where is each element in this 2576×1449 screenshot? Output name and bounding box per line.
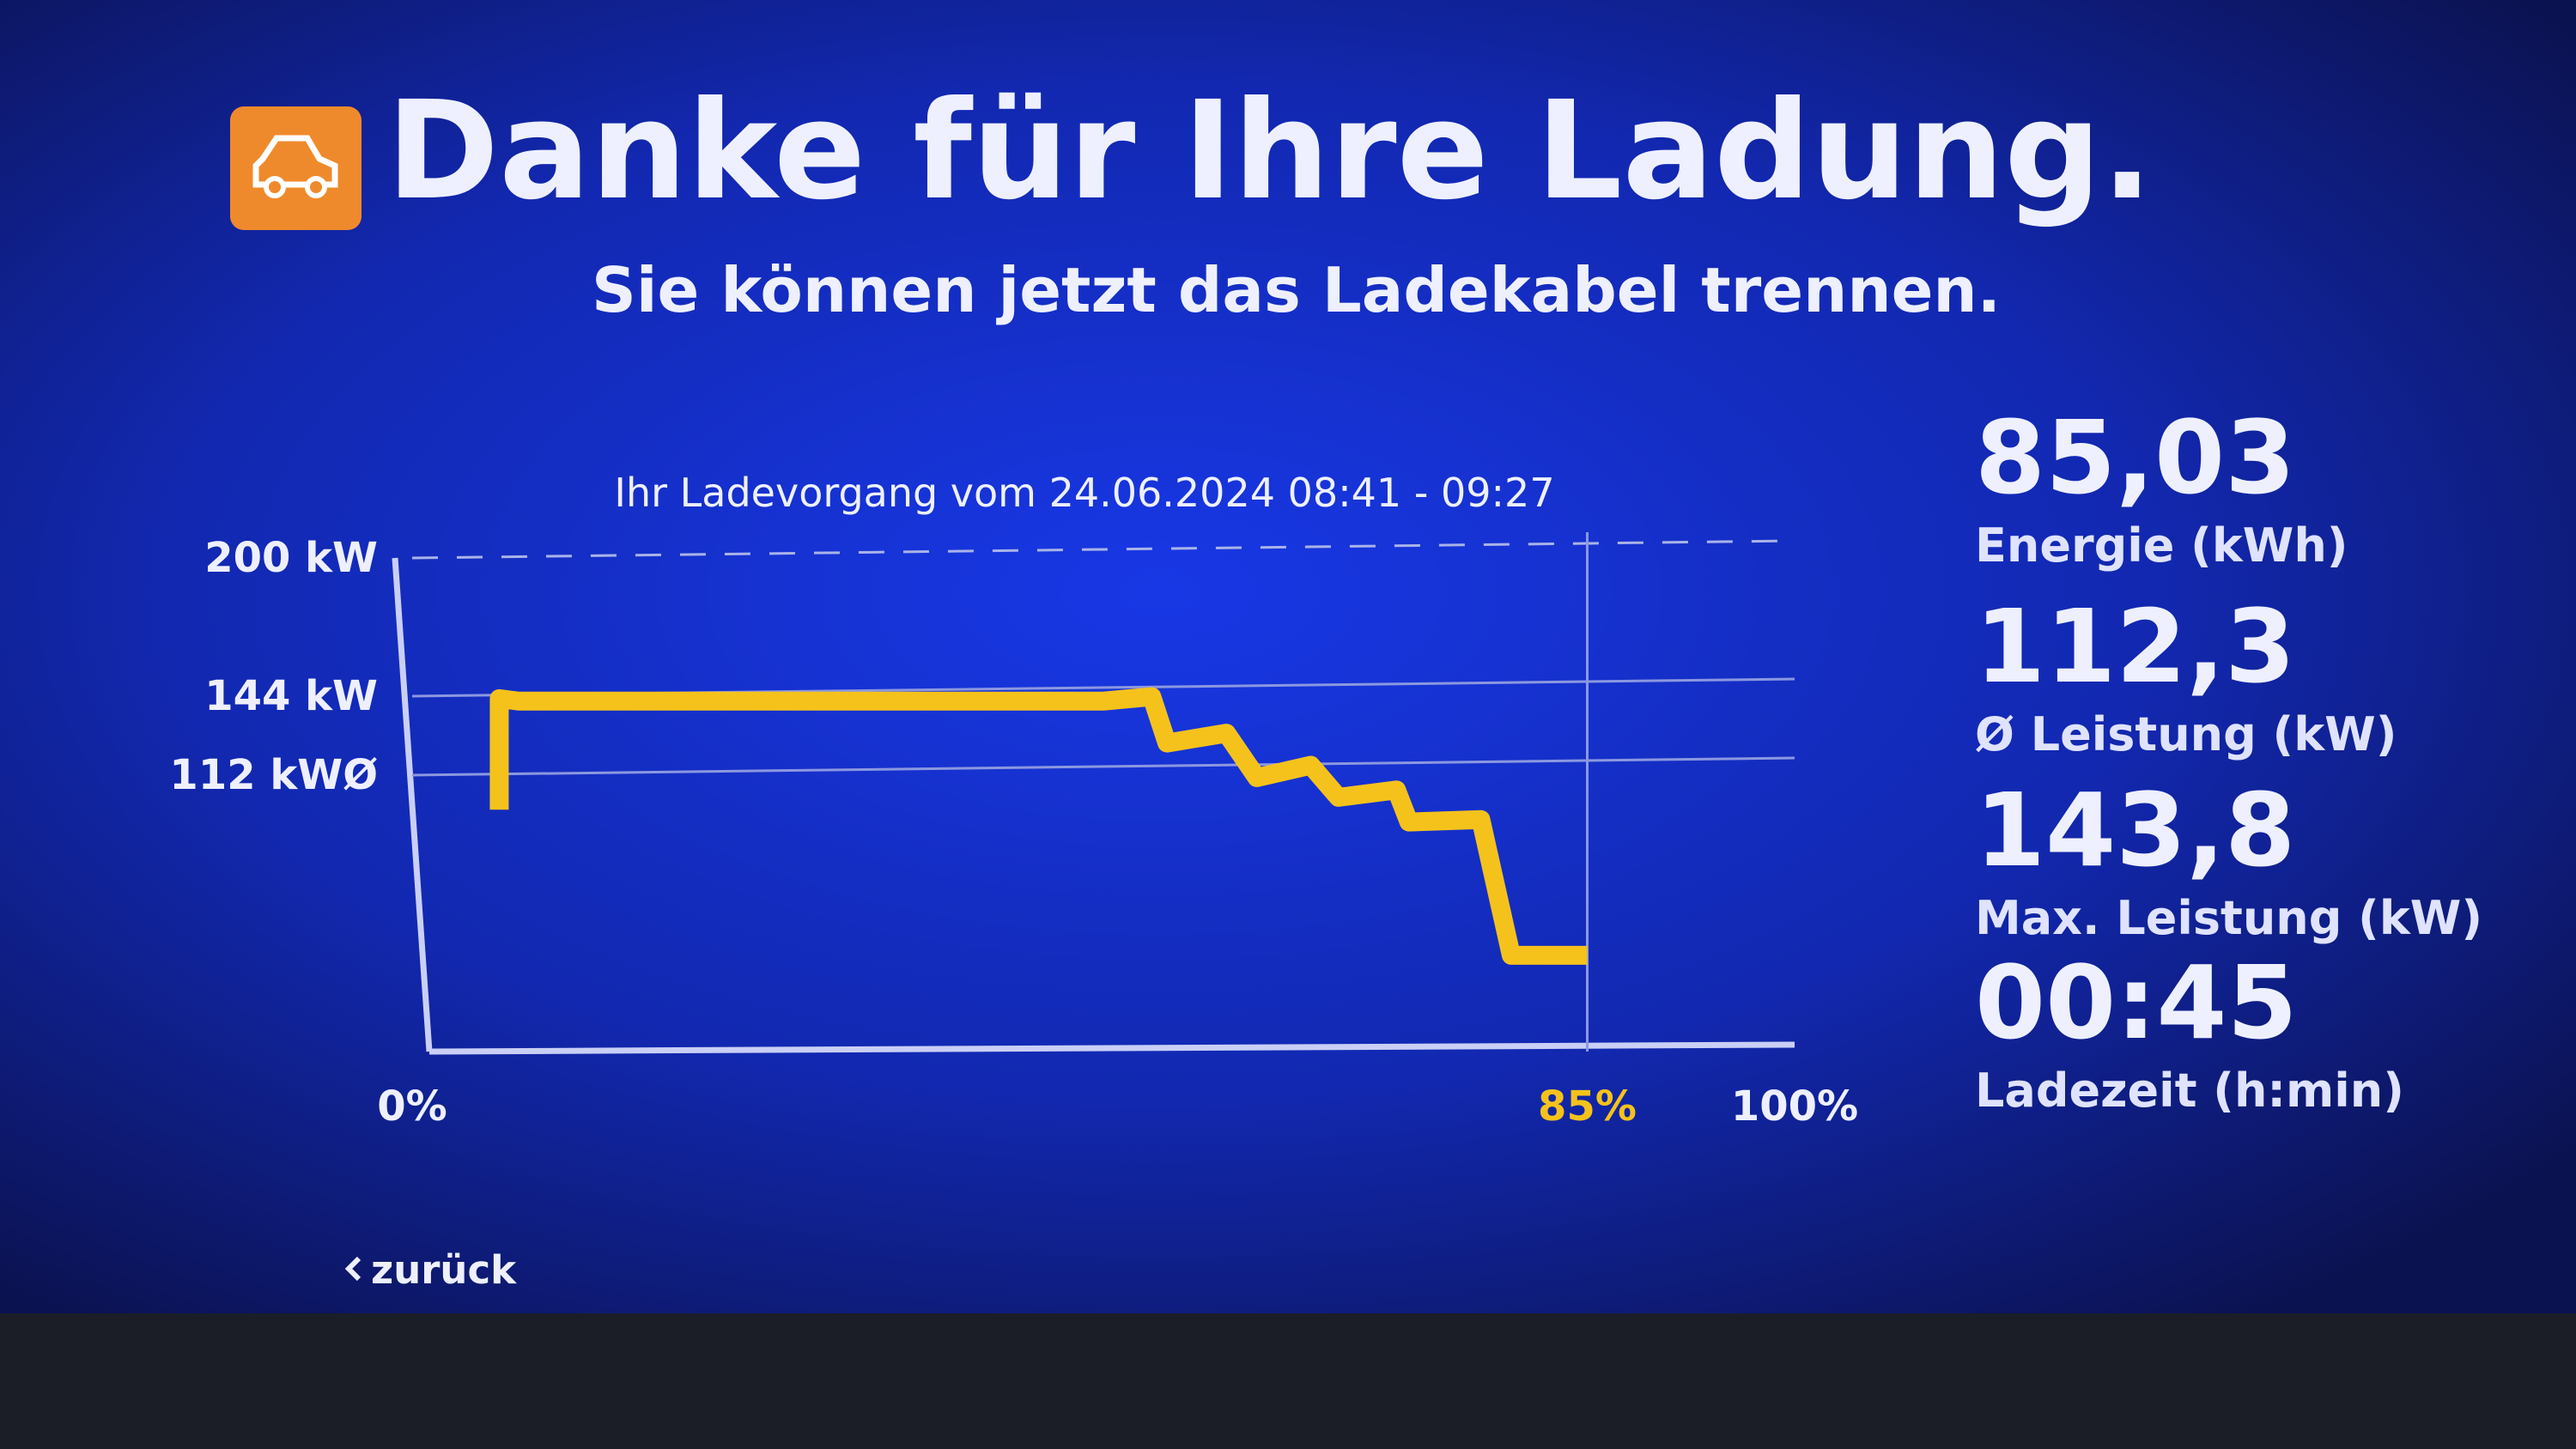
x-axis: [428, 1041, 1795, 1055]
chart-title: Ihr Ladevorgang vom 24.06.2024 08:41 - 0…: [614, 470, 1554, 516]
y-tick-label: 112 kWØ: [169, 751, 378, 799]
x-tick-label: 100%: [1731, 1082, 1858, 1131]
car-icon-outline: [252, 135, 338, 188]
grid-line: [411, 756, 1795, 777]
display: [0, 0, 2576, 1313]
car-icon: [230, 106, 361, 230]
y-tick-label: 144 kW: [204, 672, 378, 720]
y-tick-label: 200 kW: [204, 534, 378, 582]
stat-value: 85,03: [1975, 398, 2295, 517]
page-subtitle: Sie können jetzt das Ladekabel trennen.: [592, 254, 2001, 326]
x-tick-label: 0%: [377, 1082, 447, 1131]
page-title: Danke für Ihre Ladung.: [386, 72, 2153, 230]
power-line: [489, 687, 1588, 965]
y-axis: [392, 557, 433, 1052]
stat-value: 112,3: [1975, 587, 2295, 706]
back-button[interactable]: zurück: [344, 1247, 517, 1293]
car-icon-wheel: [305, 176, 327, 198]
x-tick-label: 85%: [1538, 1082, 1637, 1131]
back-chevron[interactable]: [344, 1256, 361, 1282]
stat-label: Ladezeit (h:min): [1975, 1064, 2404, 1118]
stat-label: Max. Leistung (kW): [1975, 891, 2482, 945]
back-label[interactable]: zurück: [371, 1247, 517, 1293]
stat-value: 143,8: [1975, 771, 2295, 889]
stat-label: Energie (kWh): [1975, 518, 2348, 573]
max-line: [411, 539, 1795, 560]
stat-value: 00:45: [1975, 943, 2298, 1062]
stat-label: Ø Leistung (kW): [1975, 707, 2397, 761]
car-icon-wheel: [264, 176, 286, 198]
